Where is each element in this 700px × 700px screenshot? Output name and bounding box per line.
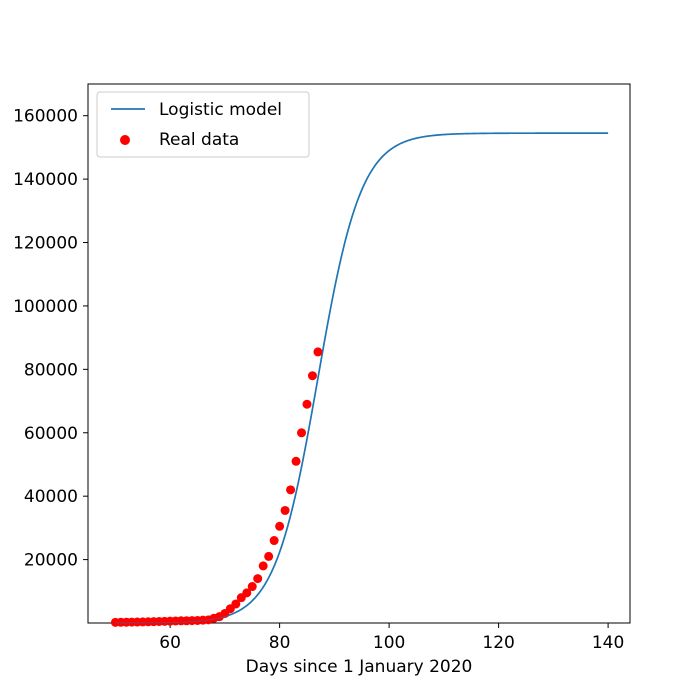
x-tick-label: 60	[159, 633, 181, 653]
x-tick-label: 120	[482, 633, 514, 653]
data-point-real	[297, 428, 307, 438]
y-tick-label: 160000	[13, 107, 78, 127]
data-point-real	[264, 551, 274, 561]
y-tick-label: 100000	[13, 297, 78, 317]
x-axis: 60 80 100 120 140	[159, 623, 624, 653]
data-point-real	[231, 599, 241, 609]
x-axis-label: Days since 1 January 2020	[246, 657, 473, 677]
y-tick-label: 40000	[24, 487, 78, 507]
data-point-real	[302, 399, 312, 409]
x-tick-label: 100	[373, 633, 405, 653]
data-point-real	[307, 371, 317, 381]
legend-label-real: Real data	[159, 130, 239, 150]
y-tick-label: 80000	[24, 360, 78, 380]
series-line-logistic-model	[115, 132, 609, 624]
plot-frame	[87, 83, 631, 624]
y-tick-label: 60000	[24, 424, 78, 444]
series-layer	[110, 132, 609, 627]
legend-box	[96, 91, 310, 158]
data-point-real	[275, 521, 285, 531]
series-line-overlay	[115, 132, 609, 624]
data-point-real	[291, 456, 301, 466]
data-point-real	[247, 582, 257, 592]
data-point-real	[253, 574, 263, 584]
data-point-real	[269, 536, 279, 546]
data-point-real	[286, 485, 296, 495]
y-axis: 20000 40000 60000 80000 100000 120000 140000 16…	[13, 107, 88, 571]
y-tick-label: 140000	[13, 170, 78, 190]
legend-label-logistic: Logistic model	[159, 100, 282, 120]
legend: Logistic model Real data	[96, 91, 310, 158]
data-point-real	[258, 561, 268, 571]
data-point-real	[313, 347, 323, 357]
legend-dot-icon	[120, 135, 130, 145]
data-point-real	[242, 588, 252, 598]
x-tick-label: 80	[269, 633, 291, 653]
y-tick-label: 20000	[24, 551, 78, 571]
x-tick-label: 140	[592, 633, 624, 653]
y-tick-label: 120000	[13, 234, 78, 254]
data-point-real	[280, 505, 290, 515]
